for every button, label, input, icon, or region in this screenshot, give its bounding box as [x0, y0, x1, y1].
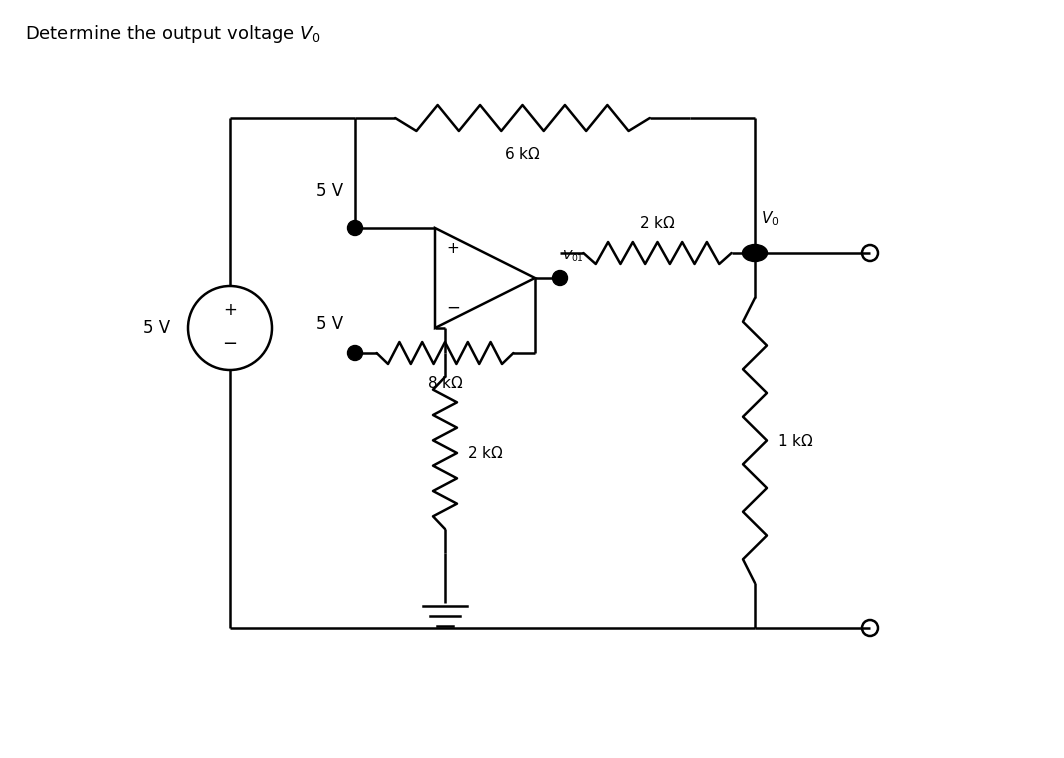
Text: 8 k$\Omega$: 8 k$\Omega$: [427, 375, 463, 391]
Circle shape: [348, 346, 363, 361]
Circle shape: [552, 271, 567, 286]
Text: −: −: [222, 335, 237, 353]
Text: 5 V: 5 V: [316, 315, 343, 333]
Text: 6 k$\Omega$: 6 k$\Omega$: [504, 146, 541, 162]
Text: $V_0$: $V_0$: [761, 209, 780, 228]
Text: 5 V: 5 V: [316, 182, 343, 200]
Circle shape: [348, 221, 363, 236]
Ellipse shape: [743, 245, 767, 262]
Text: 2 k$\Omega$: 2 k$\Omega$: [639, 215, 676, 231]
Text: 1 k$\Omega$: 1 k$\Omega$: [777, 433, 814, 449]
Text: +: +: [223, 302, 237, 319]
Text: 5 V: 5 V: [143, 319, 170, 337]
Text: $V_{01}$: $V_{01}$: [562, 249, 584, 264]
Text: Determine the output voltage $V_0$: Determine the output voltage $V_0$: [24, 23, 321, 45]
Text: 2 k$\Omega$: 2 k$\Omega$: [467, 445, 503, 461]
Text: −: −: [446, 299, 460, 317]
Text: +: +: [447, 240, 460, 255]
